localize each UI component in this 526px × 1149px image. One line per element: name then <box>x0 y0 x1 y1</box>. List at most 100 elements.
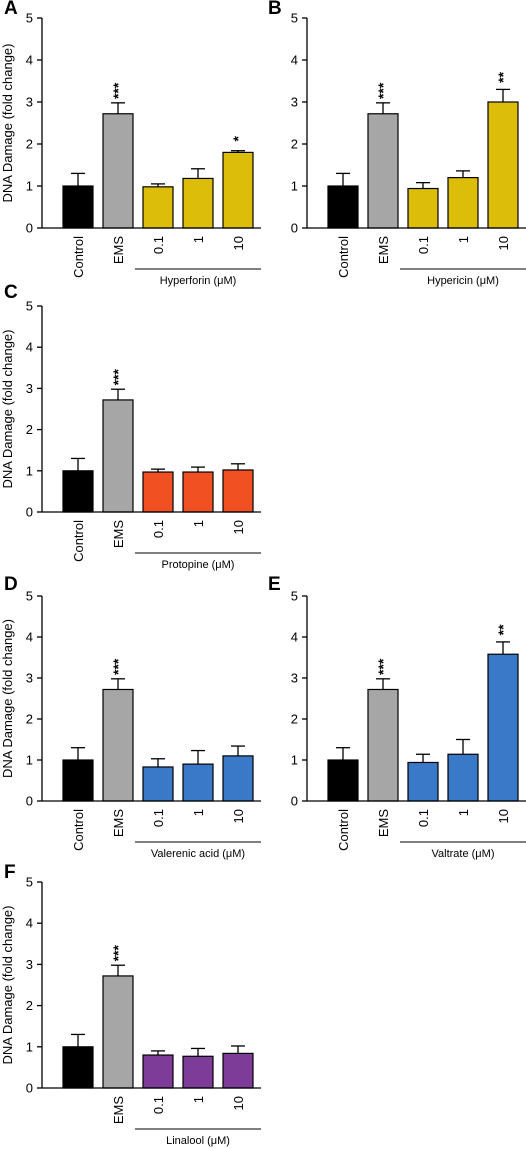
panel-letter: F <box>4 862 16 883</box>
panel-d: D 0 1 2 3 4 5 DNA Damage (fold change) Control **… <box>0 574 261 860</box>
bar <box>102 113 134 229</box>
x-tick-label: EMS <box>111 1096 126 1125</box>
bar <box>62 759 94 802</box>
x-tick-label: Control <box>71 236 86 278</box>
panel-letter: B <box>268 0 282 19</box>
bar <box>487 101 519 229</box>
bar <box>142 766 174 802</box>
x-tick-label: Control <box>71 520 86 562</box>
x-tick-label: 1 <box>456 809 471 816</box>
panel-e: E 0 1 2 3 4 5 Control *** EMS 0.1 1 ** 10 Valtrate (μM… <box>268 574 526 860</box>
y-tick-label: 4 <box>26 916 33 931</box>
group-label: Valtrate (μM) <box>432 848 495 860</box>
y-axis-label: DNA Damage (fold change) <box>0 619 15 778</box>
x-tick-label: 10 <box>496 236 511 250</box>
bar <box>62 1046 94 1089</box>
bar <box>367 113 399 229</box>
significance-label: *** <box>375 658 391 675</box>
bar <box>327 759 359 802</box>
group-label: Linalool (μM) <box>166 1135 230 1147</box>
y-tick-label: 1 <box>26 1039 33 1054</box>
y-axis-label: DNA Damage (fold change) <box>0 44 15 203</box>
bar <box>222 1052 254 1089</box>
y-tick-label: 3 <box>291 671 298 686</box>
bar <box>182 177 214 229</box>
panel-letter: C <box>4 282 18 303</box>
panel-letter: D <box>4 574 18 595</box>
bar <box>142 186 174 229</box>
y-tick-label: 0 <box>26 1081 33 1096</box>
x-tick-label: 0.1 <box>416 236 431 254</box>
x-tick-label: EMS <box>111 809 126 838</box>
significance-label: *** <box>110 945 126 962</box>
x-tick-label: 0.1 <box>151 809 166 827</box>
panel-b: B 0 1 2 3 4 5 Control *** EMS 0.1 1 ** 10 Hypericin (μ… <box>268 0 526 287</box>
y-tick-label: 5 <box>26 589 33 604</box>
bar <box>447 177 479 229</box>
y-axis-label: DNA Damage (fold change) <box>0 330 15 489</box>
y-tick-label: 5 <box>291 589 298 604</box>
y-axis-label: DNA Damage (fold change) <box>0 906 15 1065</box>
bar <box>222 755 254 802</box>
bar <box>407 187 439 229</box>
group-label: Hypericin (μM) <box>427 275 499 287</box>
x-tick-label: EMS <box>376 809 391 838</box>
y-tick-label: 1 <box>291 753 298 768</box>
bar <box>222 469 254 513</box>
bar <box>222 151 254 229</box>
y-tick-label: 0 <box>26 221 33 236</box>
bar <box>487 653 519 802</box>
y-tick-label: 1 <box>26 753 33 768</box>
bar <box>102 975 134 1089</box>
significance-label: *** <box>110 369 126 386</box>
y-tick-label: 2 <box>26 998 33 1013</box>
x-tick-label: 1 <box>456 236 471 243</box>
y-tick-label: 3 <box>26 381 33 396</box>
bar <box>142 471 174 513</box>
x-tick-label: 0.1 <box>151 520 166 538</box>
group-label: Valerenic acid (μM) <box>151 848 245 860</box>
x-tick-label: 1 <box>191 520 206 527</box>
bar <box>62 185 94 229</box>
x-tick-label: 0.1 <box>416 809 431 827</box>
y-tick-label: 5 <box>291 11 298 26</box>
x-tick-label: 10 <box>231 809 246 823</box>
y-tick-label: 4 <box>291 630 298 645</box>
y-tick-label: 5 <box>26 299 33 314</box>
y-tick-label: 4 <box>26 630 33 645</box>
y-tick-label: 1 <box>26 179 33 194</box>
y-tick-label: 5 <box>26 875 33 890</box>
y-tick-label: 4 <box>26 340 33 355</box>
bar <box>182 1055 214 1089</box>
bar <box>142 1054 174 1089</box>
y-tick-label: 3 <box>291 95 298 110</box>
y-tick-label: 2 <box>26 137 33 152</box>
group-label: Hyperforin (μM) <box>160 275 237 287</box>
x-tick-label: Control <box>336 809 351 851</box>
y-tick-label: 3 <box>26 95 33 110</box>
panel-letter: E <box>268 574 281 595</box>
y-tick-label: 0 <box>291 794 298 809</box>
bar <box>407 761 439 802</box>
significance-label: * <box>230 135 246 141</box>
x-tick-label: Control <box>336 236 351 278</box>
y-tick-label: 4 <box>26 53 33 68</box>
bar <box>102 688 134 802</box>
y-tick-label: 1 <box>291 179 298 194</box>
x-tick-label: Control <box>71 809 86 851</box>
bar <box>182 471 214 513</box>
panel-c: C 0 1 2 3 4 5 DNA Damage (fold change) Control **… <box>0 282 261 571</box>
x-tick-label: 0.1 <box>151 236 166 254</box>
y-tick-label: 0 <box>26 505 33 520</box>
y-tick-label: 5 <box>26 11 33 26</box>
x-tick-label: 1 <box>191 236 206 243</box>
x-tick-label: EMS <box>376 236 391 265</box>
bar <box>447 753 479 802</box>
significance-label: ** <box>495 71 511 82</box>
x-tick-label: EMS <box>111 236 126 265</box>
y-tick-label: 2 <box>26 712 33 727</box>
bar <box>182 763 214 802</box>
group-label: Protopine (μM) <box>162 559 235 571</box>
